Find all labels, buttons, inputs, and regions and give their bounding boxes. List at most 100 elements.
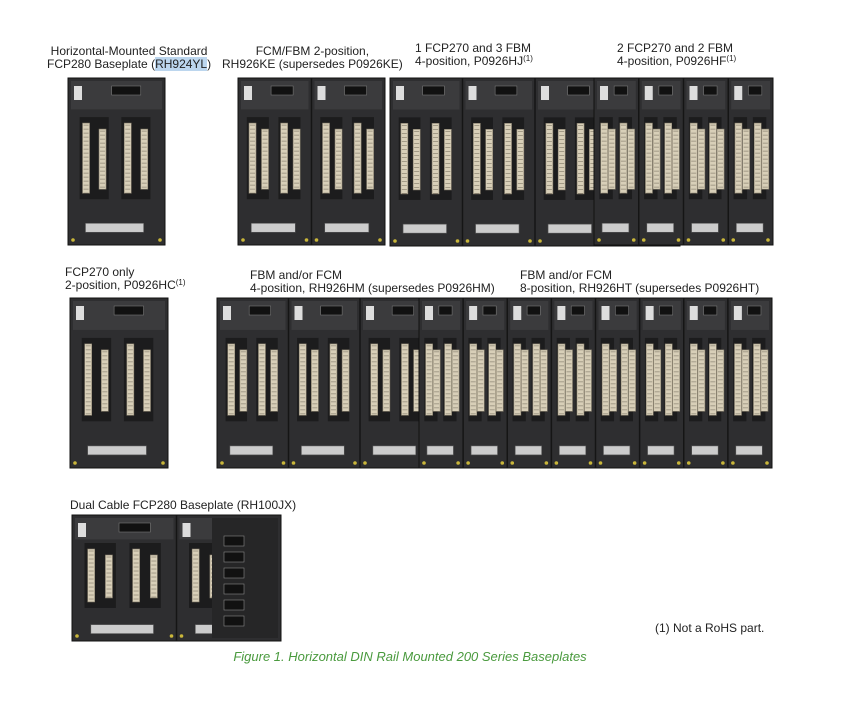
screw: [598, 461, 603, 465]
connector: [664, 343, 673, 416]
caption-line: Dual Cable FCP280 Baseplate (RH100JX): [70, 498, 297, 512]
connector: [444, 343, 452, 416]
connector: [84, 343, 92, 416]
connector: [504, 123, 512, 195]
terminal: [645, 306, 654, 320]
connector: [485, 129, 494, 191]
rj45-port: [223, 583, 245, 595]
terminal: [689, 86, 698, 100]
screw: [642, 461, 647, 465]
screw: [393, 239, 397, 243]
dsub-top: [703, 305, 718, 316]
dsub-top: [615, 305, 629, 316]
connector: [322, 122, 330, 194]
connector: [401, 343, 409, 416]
dsub-top: [391, 305, 414, 316]
screw: [241, 238, 245, 242]
connector: [609, 349, 617, 412]
connector: [697, 349, 706, 412]
caption: Horizontal-Mounted Standard FCP280 Basep…: [47, 45, 211, 71]
connector: [425, 343, 433, 416]
connector: [741, 349, 750, 412]
terminal: [734, 86, 743, 100]
dsub-top: [320, 305, 343, 316]
dsub-bottom: [301, 445, 345, 456]
dsub-bottom: [514, 445, 542, 456]
dsub-bottom: [87, 445, 147, 456]
screw: [73, 461, 77, 465]
terminal: [244, 86, 252, 100]
dsub-bottom: [475, 223, 520, 234]
screw: [422, 461, 426, 465]
caption: FBM and/or FCM 8-position, RH926HT (supe…: [520, 269, 759, 295]
connector: [248, 122, 257, 194]
connector: [653, 349, 662, 412]
terminal: [182, 523, 191, 537]
terminal: [317, 86, 326, 100]
connector: [132, 548, 140, 603]
terminal: [733, 306, 742, 320]
connector: [709, 122, 717, 194]
dsub-top: [703, 85, 718, 96]
dsub-bottom: [647, 445, 675, 456]
screw: [378, 238, 382, 242]
dsub-top: [567, 85, 590, 96]
connector: [760, 349, 769, 412]
connector: [619, 122, 628, 194]
screw: [631, 238, 636, 242]
screw: [220, 461, 224, 465]
dsub-top: [747, 305, 762, 316]
dsub-bottom: [90, 624, 154, 634]
dsub-top: [526, 305, 541, 316]
connector: [753, 122, 762, 194]
caption-line: 4-position, RH926HM (supersedes P0926HM): [250, 281, 495, 295]
highlighted-text: RH924YL: [155, 57, 208, 71]
screw: [75, 634, 79, 638]
terminal: [396, 86, 404, 100]
connector: [227, 343, 236, 416]
caption-line: FBM and/or FCM: [520, 268, 613, 282]
connector: [545, 123, 554, 195]
connector: [734, 343, 742, 416]
connector: [150, 554, 158, 599]
rj45-port: [223, 567, 245, 579]
connector: [353, 122, 362, 194]
screw: [363, 461, 367, 465]
screw: [314, 238, 319, 242]
dsub-bottom: [547, 223, 592, 234]
text: 4-position, P0926HJ: [415, 54, 524, 68]
connector: [709, 343, 717, 416]
dsub-bottom: [735, 445, 763, 456]
connector: [191, 548, 200, 603]
terminal: [644, 86, 653, 100]
note: (1): [523, 54, 533, 63]
terminal: [468, 86, 477, 100]
connector: [370, 343, 379, 416]
screw: [500, 461, 505, 465]
dsub-bottom: [324, 222, 370, 233]
dsub-top: [482, 305, 497, 316]
screw: [588, 461, 593, 465]
dsub-bottom: [402, 223, 447, 234]
connector: [431, 123, 440, 195]
terminal: [425, 306, 433, 320]
connector: [476, 349, 485, 412]
dsub-bottom: [372, 445, 417, 456]
rj45-port: [223, 535, 245, 547]
connector: [521, 349, 529, 412]
dsub-top: [248, 305, 271, 316]
caption-line: FBM and/or FCM: [250, 268, 343, 282]
note: (1): [726, 54, 737, 63]
connector: [689, 122, 698, 194]
screw: [641, 238, 646, 242]
screw: [731, 238, 736, 242]
connector: [576, 343, 585, 416]
screw: [304, 238, 309, 242]
connector: [645, 122, 653, 194]
connector: [270, 349, 278, 412]
connector: [329, 343, 338, 416]
dsub-top: [570, 305, 585, 316]
connector: [473, 123, 481, 195]
dsub-bottom: [559, 445, 587, 456]
